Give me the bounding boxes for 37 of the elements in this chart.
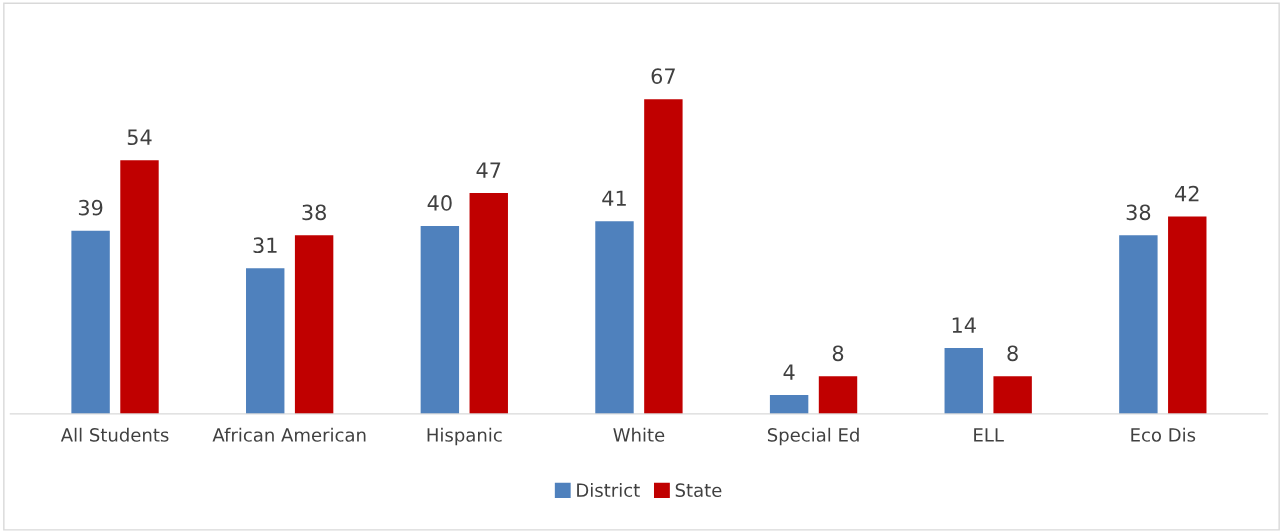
bar [595, 221, 634, 414]
bar [120, 160, 159, 414]
data-label: 67 [651, 68, 675, 84]
bar [1119, 235, 1158, 414]
legend-label: State [675, 483, 722, 497]
data-label: 39 [78, 199, 103, 216]
bar [71, 230, 110, 414]
data-label: 42 [1175, 185, 1199, 202]
bar [993, 376, 1032, 414]
x-tick-label: Special Ed [767, 427, 859, 446]
x-tick-label: African American [212, 427, 366, 442]
bar [769, 395, 809, 414]
x-tick-label: Eco Dis [1131, 427, 1196, 442]
bar [246, 268, 285, 414]
data-label: 47 [476, 162, 501, 178]
data-label: 4 [783, 364, 795, 380]
data-label: 38 [1126, 204, 1151, 221]
legend-label: District [577, 483, 640, 497]
x-tick-label: Hispanic [427, 427, 502, 446]
x-tick-label: White [613, 427, 665, 442]
data-label: 40 [427, 195, 452, 211]
bar [469, 193, 508, 414]
bar [644, 99, 683, 414]
data-label: 54 [127, 129, 152, 146]
data-label: 8 [1007, 345, 1018, 362]
data-label: 8 [832, 345, 844, 362]
bar [818, 376, 858, 414]
x-tick-label: All Students [60, 427, 169, 442]
data-label: 14 [952, 317, 976, 333]
data-label: 31 [253, 237, 277, 254]
bar [944, 348, 983, 414]
x-tick-label: ELL [974, 428, 1004, 442]
bar [294, 235, 334, 414]
bar [420, 225, 460, 414]
bar [1168, 216, 1207, 414]
data-label: 41 [602, 190, 626, 206]
data-label: 38 [302, 204, 326, 221]
